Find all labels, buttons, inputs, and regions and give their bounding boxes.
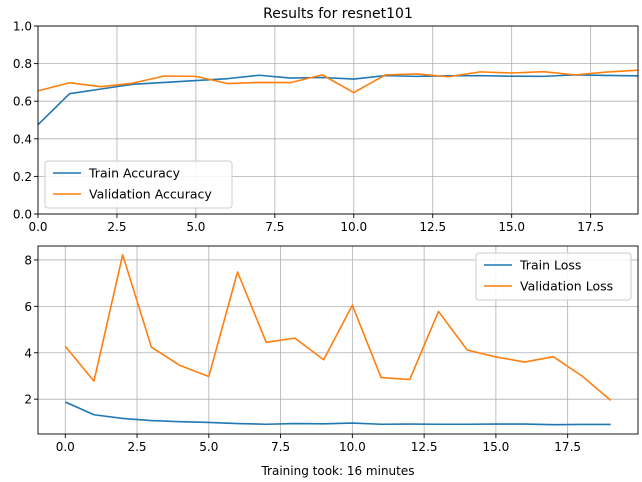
loss-plot: 0.0 2.5 5.0 7.5 10.0 12.5 15.0 17.5 2 4 6 8 Train Lo… [24,245,639,454]
plot-frame [37,25,639,215]
legend: Train Accuracy Validation Accuracy [44,160,233,209]
x-tick-label: 15.0 [483,440,510,454]
y-tick-label: 6 [24,300,32,314]
x-tick-label: 2.5 [127,440,146,454]
x-tick-label: 17.5 [577,220,604,234]
y-tick-label: 0.6 [13,95,32,109]
y-tick-label: 0.8 [13,57,32,71]
legend-label: Validation Accuracy [89,187,212,202]
x-tick-label: 0.0 [56,440,75,454]
accuracy-plot: 0.0 2.5 5.0 7.5 10.0 12.5 15.0 17.5 0.0 0.2 0.4 0.6… [13,20,639,234]
y-tick-label: 0.4 [13,132,32,146]
y-tick-label: 1.0 [13,20,32,34]
x-tick-label: 0.0 [28,220,47,234]
x-tick-label: 15.0 [498,220,525,234]
x-tick-label: 12.5 [411,440,438,454]
legend: Train Loss Validation Loss [475,252,632,301]
chart-title: Results for resnet101 [263,6,413,22]
x-tick-label: 10.0 [340,220,367,234]
series-line-2 [64,254,612,401]
y-tick-label: 4 [24,346,32,360]
x-tick-label: 7.5 [271,440,290,454]
series-line-1 [37,74,639,126]
x-tick-label: 12.5 [419,220,446,234]
x-tick-label: 2.5 [107,220,126,234]
legend-label: Validation Loss [520,279,613,294]
x-tick-label: 7.5 [265,220,284,234]
y-tick-label: 8 [24,253,32,267]
legend-box [475,252,632,301]
x-tick-label: 10.0 [339,440,366,454]
series-line-2 [37,69,639,94]
x-axis-label: Training took: 16 minutes [260,464,414,478]
plot-frame [37,245,639,435]
y-tick-label: 2 [24,393,32,407]
legend-label: Train Accuracy [88,166,181,181]
x-tick-label: 5.0 [186,220,205,234]
x-tick-label: 17.5 [554,440,581,454]
y-tick-label: 0.0 [13,208,32,222]
x-tick-label: 5.0 [199,440,218,454]
legend-label: Train Loss [519,258,581,273]
legend-box [44,160,233,209]
series-line-1 [64,401,611,426]
y-tick-label: 0.2 [13,170,32,184]
